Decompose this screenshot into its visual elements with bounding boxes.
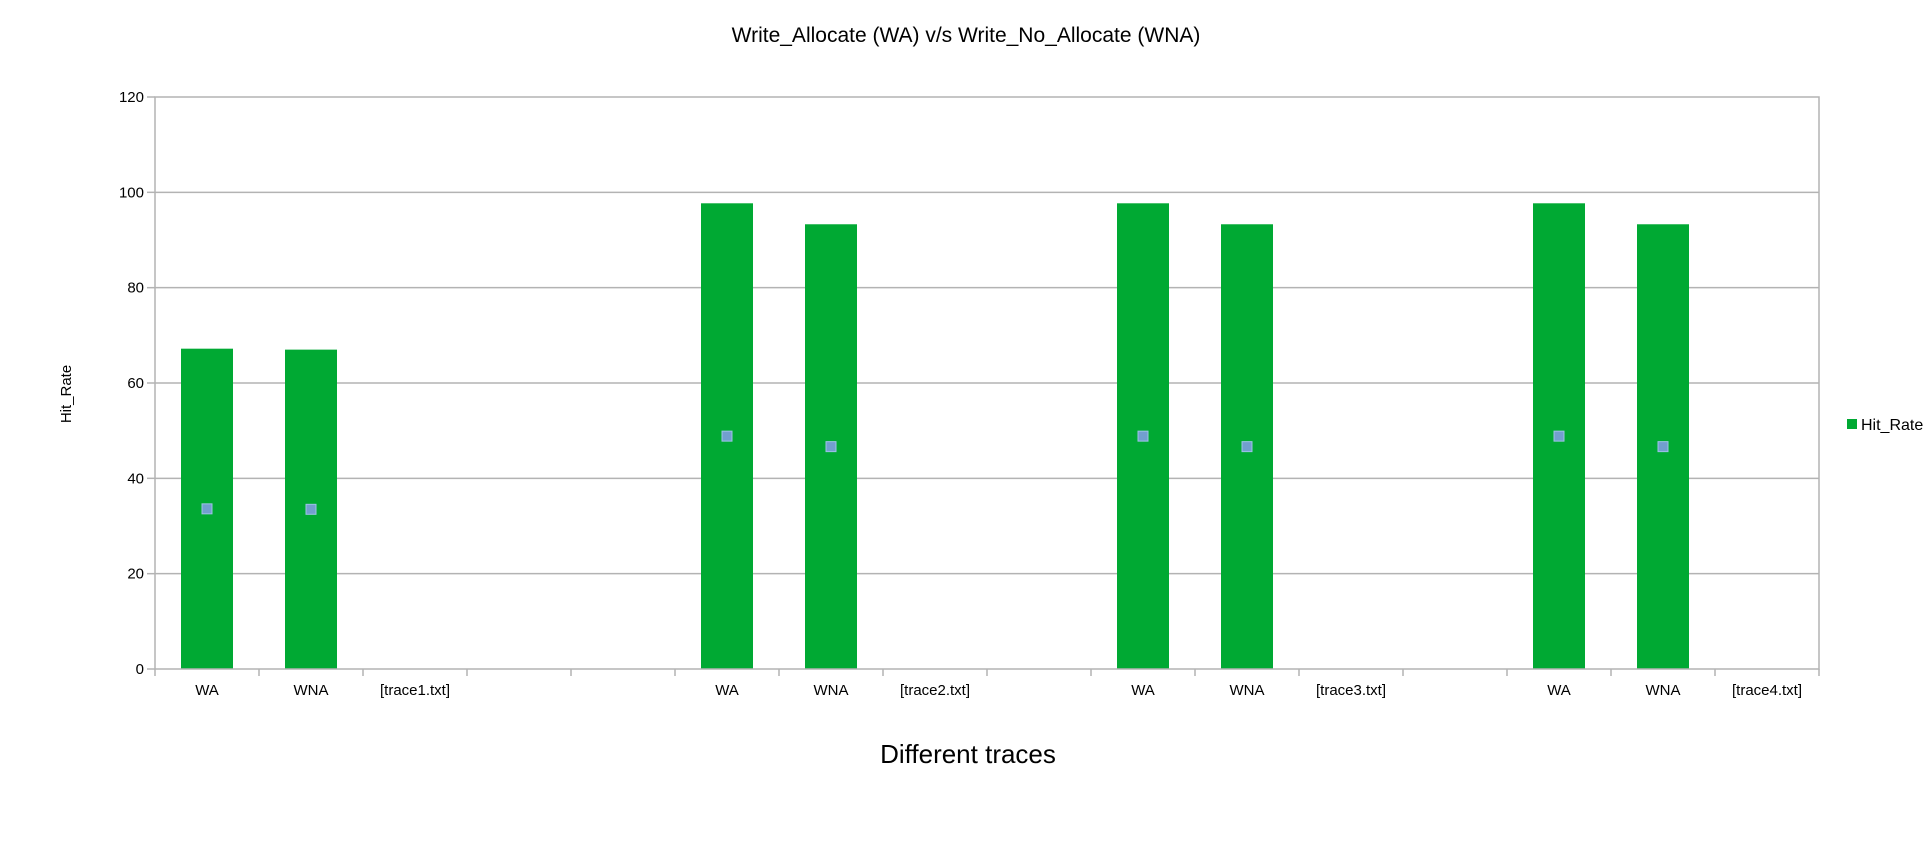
x-axis-label: Different traces [880,739,1056,769]
y-axis: 0 20 40 60 80 100 120 [119,89,155,678]
markers [201,430,1669,515]
y-tick-label: 0 [136,661,144,678]
y-tick-label: 60 [127,375,144,392]
x-tick-label: [trace2.txt] [900,682,970,699]
data-point-marker [201,503,213,515]
bars [181,203,1689,669]
y-tick-label: 20 [127,566,144,583]
x-tick-label: [trace3.txt] [1316,682,1386,699]
x-tick-label: WNA [1646,682,1681,699]
x-tick-label: [trace4.txt] [1732,682,1802,699]
y-axis-label: Hit_Rate [58,365,75,423]
x-tick-label: WA [1547,682,1571,699]
x-tick-label: WNA [294,682,329,699]
data-point-marker [1241,441,1253,453]
chart-title: Write_Allocate (WA) v/s Write_No_Allocat… [732,24,1201,47]
data-point-marker [1137,430,1149,442]
x-tick-label: WA [195,682,219,699]
legend: Hit_Rate [1847,417,1923,434]
y-tick-label: 40 [127,470,144,487]
x-axis: WA WNA [trace1.txt] WA WNA [trace2.txt] WA WNA [… [154,669,1820,699]
y-tick-label: 100 [119,184,144,201]
x-tick-label: WNA [814,682,849,699]
x-tick-label: WA [1131,682,1155,699]
y-tick-label: 80 [127,280,144,297]
legend-label: Hit_Rate [1861,417,1923,434]
legend-swatch [1847,419,1857,429]
data-point-marker [1657,441,1669,453]
data-point-marker [825,441,837,453]
x-tick-label: [trace1.txt] [380,682,450,699]
x-tick-label: WA [715,682,739,699]
x-tick-label: WNA [1230,682,1265,699]
data-point-marker [721,430,733,442]
data-point-marker [1553,430,1565,442]
y-tick-label: 120 [119,89,144,106]
data-point-marker [305,503,317,515]
